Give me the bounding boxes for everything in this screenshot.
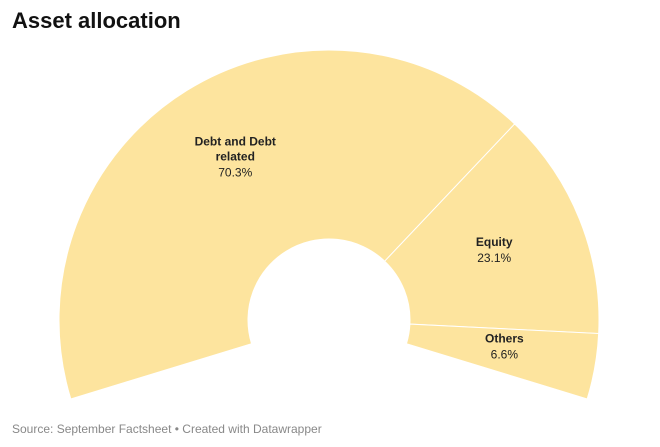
source-note: Source: September Factsheet • Created wi… bbox=[12, 422, 322, 436]
slice-label: Equity bbox=[476, 235, 513, 249]
slice-label: Others bbox=[485, 332, 524, 346]
slice bbox=[405, 323, 600, 400]
value-label: 70.3% bbox=[218, 166, 252, 180]
chart-title: Asset allocation bbox=[12, 8, 181, 33]
slice bbox=[58, 49, 516, 400]
slice-label: Debt and Debt related bbox=[195, 135, 276, 164]
value-label: 6.6% bbox=[491, 348, 519, 362]
value-label: 23.1% bbox=[477, 251, 511, 265]
slice bbox=[383, 123, 600, 335]
